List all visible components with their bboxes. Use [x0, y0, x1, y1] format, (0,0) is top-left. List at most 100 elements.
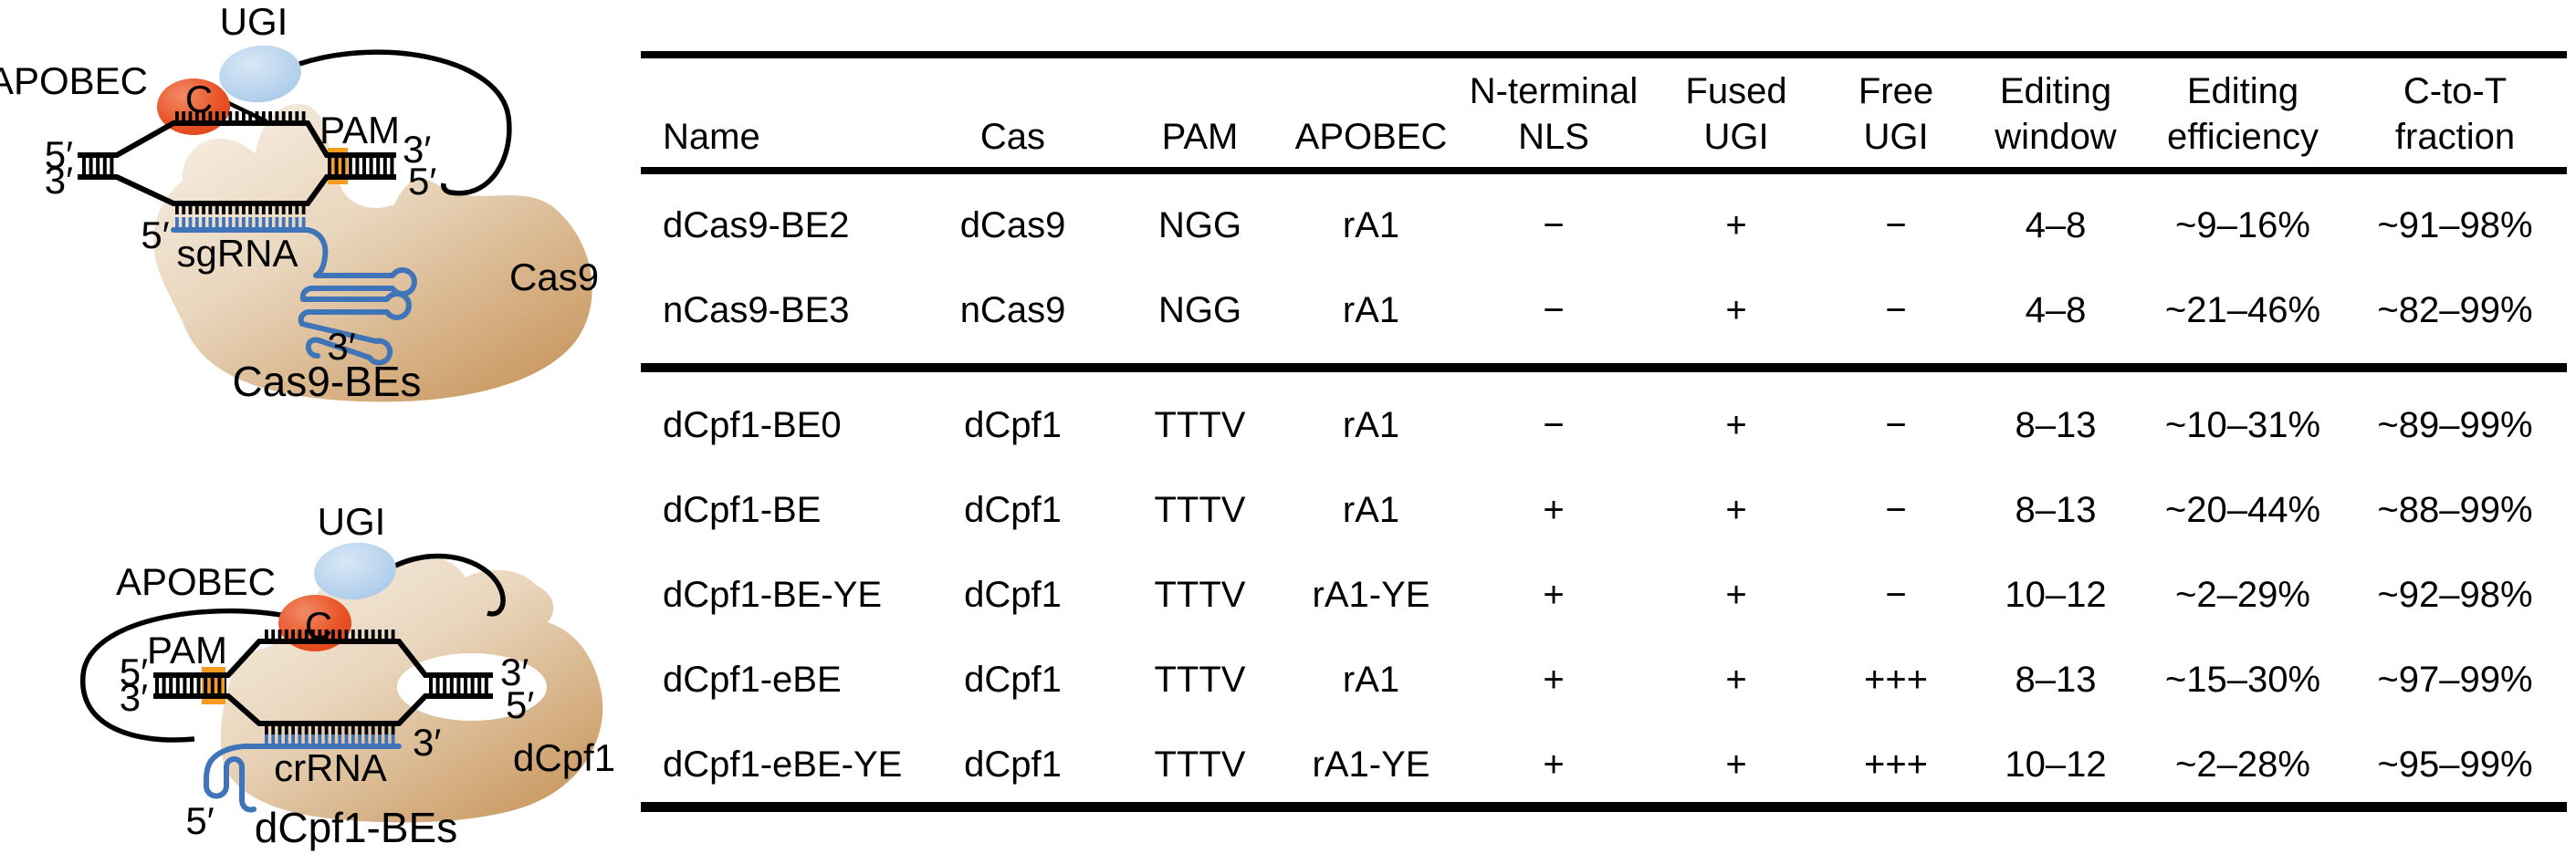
dna-right-top-end: 3′ — [403, 128, 431, 171]
dna-right-top-end: 3′ — [500, 651, 529, 693]
header-cell-free-ugi: Free UGI — [1823, 58, 1969, 167]
header-line: fraction — [2394, 117, 2516, 157]
header-line: N-terminal — [1469, 71, 1639, 111]
table-row-dcas9-be2: dCas9-BE2 dCas9 NGG rA1 − + − 4–8 ~9–16%… — [641, 183, 2567, 268]
header-cell-name: Name — [641, 58, 910, 167]
ugi-linker-loop — [298, 49, 512, 196]
cell-name: dCpf1-eBE — [663, 660, 842, 700]
crrna-5-end: 5′ — [185, 799, 214, 842]
cell-fused-ugi: + — [1725, 575, 1747, 615]
cell-editing-window: 8–13 — [2015, 490, 2097, 530]
cell-editing-efficiency: ~2–29% — [2175, 575, 2310, 615]
sgrna-3-end: 3′ — [327, 325, 355, 368]
cell-nls: − — [1543, 205, 1565, 245]
cell-fused-ugi: + — [1725, 490, 1747, 530]
table-rule-section — [641, 363, 2567, 372]
cell-apobec: rA1 — [1342, 405, 1400, 445]
cell-free-ugi: − — [1885, 575, 1907, 615]
cell-pam: TTTV — [1154, 575, 1246, 615]
crrna-label: crRNA — [274, 746, 387, 789]
dna-left-bottom-end: 3′ — [120, 676, 148, 719]
cell-free-ugi: − — [1885, 290, 1907, 330]
header-cell-editing-efficiency: Editing efficiency — [2142, 58, 2343, 167]
cell-editing-window: 4–8 — [2025, 205, 2087, 245]
cell-free-ugi: − — [1885, 205, 1907, 245]
cell-apobec: rA1 — [1342, 290, 1400, 330]
header-line: APOBEC — [1294, 117, 1448, 157]
pam-label: PAM — [319, 109, 400, 151]
ugi-label: UGI — [220, 0, 288, 43]
header-cell-pam: PAM — [1115, 58, 1284, 167]
cell-apobec: rA1 — [1342, 490, 1400, 530]
cell-c-to-t-fraction: ~91–98% — [2377, 205, 2533, 245]
ugi-domain — [314, 542, 396, 600]
base-editor-table: Name Cas PAM APOBEC N-terminal NLS Fused U… — [641, 0, 2567, 864]
cell-apobec: rA1-YE — [1312, 744, 1430, 785]
header-cell-c-to-t-fraction: C-to-T fraction — [2343, 58, 2567, 167]
header-line: Cas — [979, 117, 1046, 157]
header-line: UGI — [1703, 117, 1769, 157]
cell-nls: + — [1543, 660, 1565, 700]
header-line: Free — [1858, 71, 1934, 111]
cell-apobec: rA1 — [1342, 205, 1400, 245]
dna-left-top-end: 5′ — [120, 651, 148, 693]
apobec-label: APOBEC — [0, 59, 148, 102]
dna-left-top-end: 5′ — [45, 133, 73, 176]
table-section-dcpf1-bes: dCpf1-BE0 dCpf1 TTTV rA1 − + − 8–13 ~10–… — [641, 372, 2567, 807]
diagram-caption: dCpf1-BEs — [255, 804, 457, 851]
cell-fused-ugi: + — [1725, 290, 1747, 330]
header-line: UGI — [1863, 117, 1929, 157]
cell-fused-ugi: + — [1725, 744, 1747, 785]
header-line: Editing — [2186, 71, 2299, 111]
header-line: Editing — [1999, 71, 2112, 111]
dna-bottom-strand — [78, 174, 396, 206]
table-row-dcpf1-ebe-ye: dCpf1-eBE-YE dCpf1 TTTV rA1-YE + + +++ 1… — [641, 723, 2567, 807]
header-line: C-to-T — [2403, 71, 2508, 111]
cell-cas: nCas9 — [959, 290, 1066, 330]
cell-editing-efficiency: ~15–30% — [2164, 660, 2321, 700]
cell-cas: dCpf1 — [964, 575, 1062, 615]
dna-right-bottom-end: 5′ — [506, 683, 534, 726]
cell-c-to-t-fraction: ~97–99% — [2377, 660, 2533, 700]
cell-cas: dCpf1 — [964, 405, 1062, 445]
dna-top-strand — [78, 120, 396, 158]
crrna-3-end: 3′ — [413, 721, 441, 764]
ugi-label: UGI — [318, 500, 386, 543]
dna-top-strand — [153, 639, 493, 678]
sgrna-label: sgRNA — [176, 232, 298, 275]
cell-cas: dCpf1 — [964, 660, 1062, 700]
cell-cas: dCas9 — [959, 205, 1066, 245]
cell-c-to-t-fraction: ~92–98% — [2377, 575, 2533, 615]
cell-editing-efficiency: ~2–28% — [2175, 744, 2310, 785]
protein-label: dCpf1 — [513, 736, 615, 779]
cell-apobec: rA1-YE — [1312, 575, 1430, 615]
cell-cas: dCpf1 — [964, 744, 1062, 785]
table-row-dcpf1-be-ye: dCpf1-BE-YE dCpf1 TTTV rA1-YE + + − 10–1… — [641, 553, 2567, 638]
cell-pam: NGG — [1157, 205, 1242, 245]
header-line: Fused — [1685, 71, 1787, 111]
dna-right-bottom-end: 5′ — [408, 160, 436, 203]
cell-free-ugi: − — [1885, 490, 1907, 530]
header-cell-nls: N-terminal NLS — [1458, 58, 1649, 167]
sgrna-5-end: 5′ — [141, 213, 169, 256]
cell-name: dCas9-BE2 — [663, 205, 850, 245]
cell-fused-ugi: + — [1725, 660, 1747, 700]
cell-name: dCpf1-eBE-YE — [663, 744, 903, 785]
header-line: efficiency — [2166, 117, 2319, 157]
dna-bottom-strand — [153, 693, 493, 726]
table-row-dcpf1-be0: dCpf1-BE0 dCpf1 TTTV rA1 − + − 8–13 ~10–… — [641, 383, 2567, 468]
sgrna-strand — [171, 227, 417, 366]
cell-free-ugi: +++ — [1863, 744, 1929, 785]
cell-name: dCpf1-BE-YE — [663, 575, 883, 615]
pam-label: PAM — [147, 629, 227, 671]
cell-pam: NGG — [1157, 290, 1242, 330]
left-linker-loop — [80, 608, 291, 743]
cell-c-to-t-fraction: ~89–99% — [2377, 405, 2533, 445]
table-row-dcpf1-be: dCpf1-BE dCpf1 TTTV rA1 + + − 8–13 ~20–4… — [641, 468, 2567, 553]
cas9-protein-blob — [153, 103, 592, 402]
cell-editing-window: 10–12 — [2005, 575, 2107, 615]
table-section-cas9-bes: dCas9-BE2 dCas9 NGG rA1 − + − 4–8 ~9–16%… — [641, 174, 2567, 353]
cell-cas: dCpf1 — [964, 490, 1062, 530]
table-rule-header — [641, 167, 2567, 174]
cell-nls: + — [1543, 744, 1565, 785]
